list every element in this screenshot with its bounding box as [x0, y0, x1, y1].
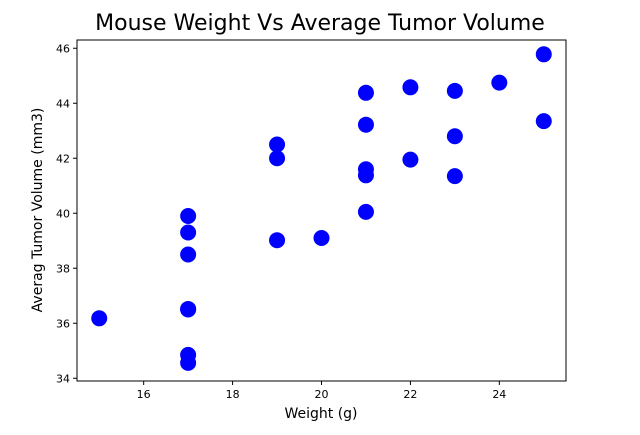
data-point-22: [446, 82, 463, 99]
data-point-7: [180, 224, 197, 241]
data-point-24: [535, 113, 552, 130]
data-point-21: [446, 128, 463, 145]
x-tick-label-20: 20: [315, 388, 329, 401]
data-point-16: [357, 116, 374, 133]
data-point-8: [180, 208, 197, 224]
x-tick-label-16: 16: [137, 388, 151, 401]
data-point-13: [357, 203, 374, 220]
chart-title: Mouse Weight Vs Average Tumor Volume: [95, 11, 545, 36]
data-point-11: [269, 136, 286, 153]
data-point-15: [357, 161, 374, 178]
data-point-20: [446, 168, 463, 185]
x-tick-label-22: 22: [403, 388, 417, 401]
data-point-25: [535, 46, 552, 63]
y-tick-label-46: 46: [56, 42, 70, 55]
data-point-19: [402, 79, 419, 96]
data-point-12: [313, 230, 330, 246]
x-tick-label-24: 24: [492, 388, 506, 401]
y-axis-label: Averag Tumor Volume (mm3): [30, 108, 46, 313]
plot-area: 16 18 20 22 24 34 36 38 40 42 44 46: [56, 39, 567, 401]
data-point-23: [491, 74, 508, 91]
x-axis-ticks: 16 18 20 22 24: [137, 381, 506, 401]
plot-frame: [76, 39, 567, 382]
y-tick-label-38: 38: [56, 262, 70, 275]
data-point-18: [402, 151, 419, 168]
data-point-6: [180, 246, 197, 263]
data-point-1: [91, 310, 108, 327]
data-point-10: [269, 150, 286, 167]
y-tick-label-44: 44: [56, 97, 70, 110]
x-tick-label-18: 18: [226, 388, 240, 401]
data-points: [91, 46, 552, 371]
data-point-9: [269, 232, 286, 249]
y-axis-ticks: 34 36 38 40 42 44 46: [56, 42, 77, 385]
x-axis-label: Weight (g): [284, 406, 357, 422]
data-point-3: [180, 346, 197, 363]
y-tick-label-40: 40: [56, 207, 70, 220]
y-tick-label-36: 36: [56, 317, 70, 330]
y-tick-label-42: 42: [56, 152, 70, 165]
y-tick-label-34: 34: [56, 372, 70, 385]
data-point-17: [357, 84, 374, 101]
data-point-5: [180, 300, 197, 317]
